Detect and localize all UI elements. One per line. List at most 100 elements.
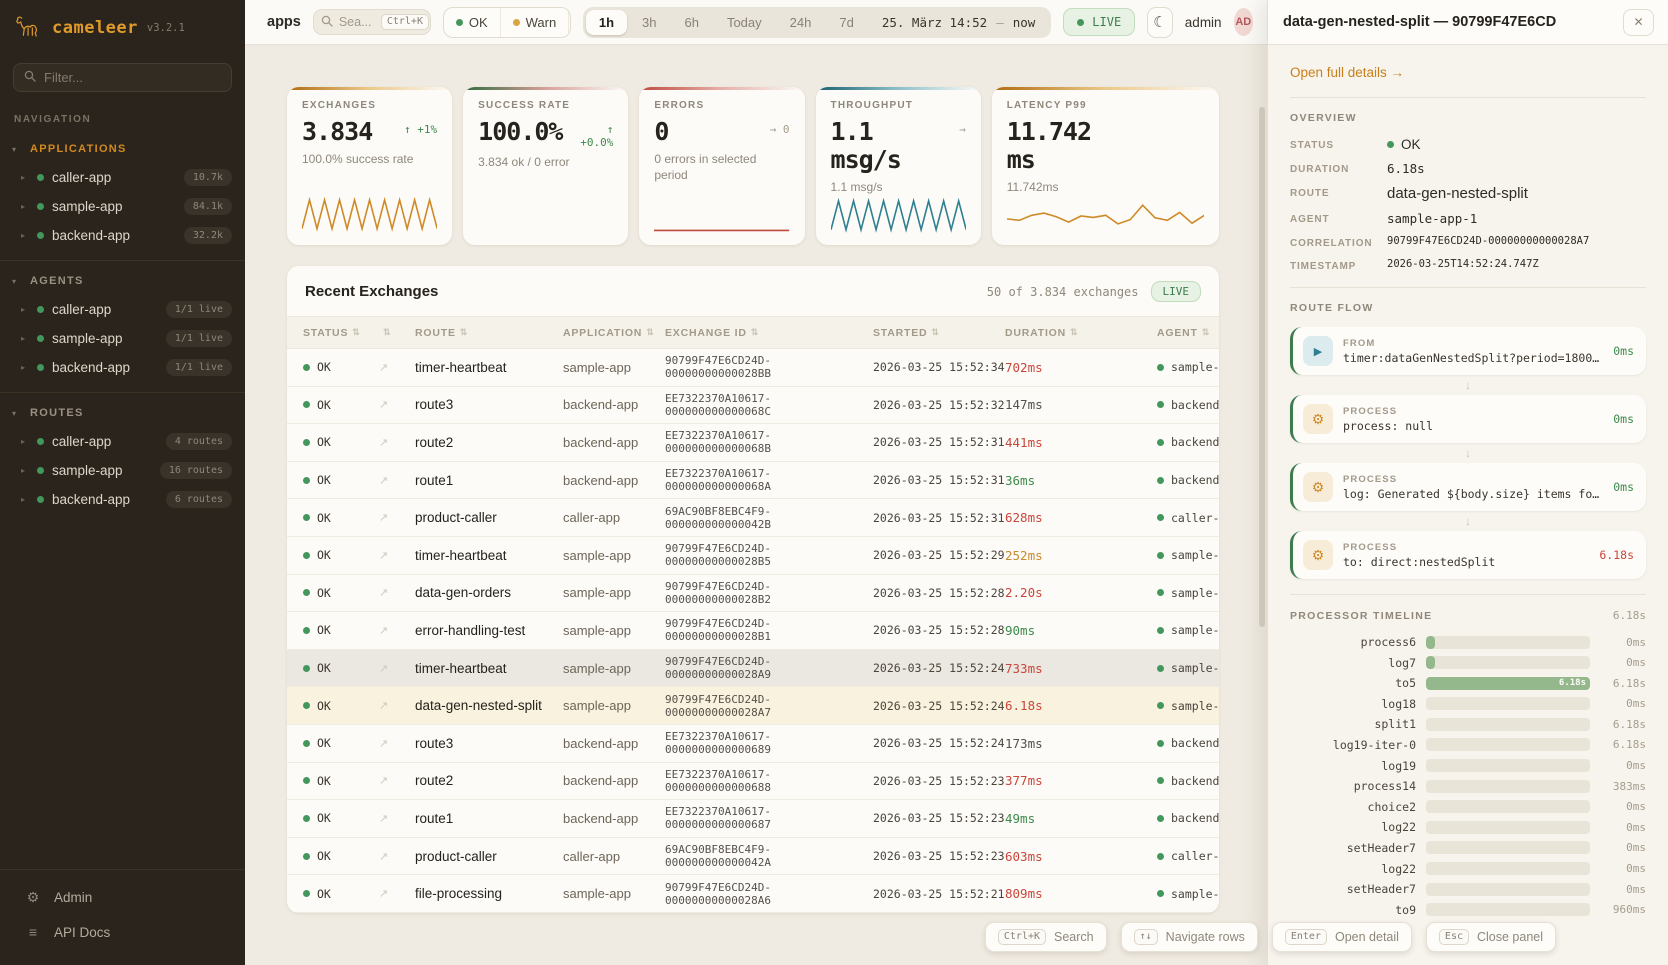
status-cell: OK	[303, 360, 379, 374]
table-row-timer-heartbeat[interactable]: OK ↗ timer-heartbeat sample-app 90799F47…	[287, 349, 1219, 387]
sidebar-item-backend-app[interactable]: ▸ backend-app 32.2k	[0, 221, 245, 250]
time-range-group: 1h 3h 6h Today 24h 7d 25. März 14:52 — n…	[582, 6, 1052, 38]
flow-step-2[interactable]: ⚙ PROCESS process: null 0ms	[1290, 395, 1646, 443]
table-row-timer-heartbeat[interactable]: OK ↗ timer-heartbeat sample-app 90799F47…	[287, 537, 1219, 575]
live-toggle[interactable]: LIVE	[1063, 8, 1136, 36]
trace-link-icon[interactable]: ↗	[379, 587, 389, 600]
trace-link-icon[interactable]: ↗	[379, 361, 389, 374]
table-row-route2[interactable]: OK ↗ route2 backend-app EE7322370A10617-…	[287, 763, 1219, 801]
trace-link-icon[interactable]: ↗	[379, 850, 389, 863]
column-header-application[interactable]: APPLICATION ⇅	[563, 326, 655, 339]
sidebar-section-applications[interactable]: ▾ APPLICATIONS	[12, 143, 127, 155]
table-row-route3[interactable]: OK ↗ route3 backend-app EE7322370A10617-…	[287, 387, 1219, 425]
theme-toggle[interactable]: ☾	[1147, 6, 1173, 38]
trace-link-icon[interactable]: ↗	[379, 775, 389, 788]
table-row-file-processing[interactable]: OK ↗ file-processing sample-app 90799F47…	[287, 875, 1219, 913]
table-row-data-gen-nested-split[interactable]: OK ↗ data-gen-nested-split sample-app 90…	[287, 687, 1219, 725]
table-row-route3[interactable]: OK ↗ route3 backend-app EE7322370A10617-…	[287, 725, 1219, 763]
range-button-6h[interactable]: 6h	[684, 14, 699, 30]
trace-link-icon[interactable]: ↗	[379, 624, 389, 637]
timeline-track	[1426, 820, 1590, 834]
table-row-product-caller[interactable]: OK ↗ product-caller caller-app 69AC90BF8…	[287, 499, 1219, 537]
sidebar-item-sample-app[interactable]: ▸ sample-app 1/1 live	[0, 324, 245, 353]
sidebar-item-caller-app[interactable]: ▸ caller-app 10.7k	[0, 163, 245, 192]
column-header-started[interactable]: STARTED ⇅	[873, 326, 940, 339]
table-row-timer-heartbeat[interactable]: OK ↗ timer-heartbeat sample-app 90799F47…	[287, 649, 1219, 688]
chevron-right-icon: ▸	[21, 363, 26, 372]
table-live-badge: LIVE	[1150, 281, 1201, 302]
agent-cell: sample-app-1	[1157, 586, 1219, 600]
moon-icon: ☾	[1153, 14, 1167, 31]
flow-step-4[interactable]: ⚙ PROCESS to: direct:nestedSplit 6.18s	[1290, 531, 1646, 579]
table-row-route1[interactable]: OK ↗ route1 backend-app EE7322370A10617-…	[287, 462, 1219, 500]
duration-cell: 603ms	[1005, 848, 1043, 864]
sidebar-item-backend-app[interactable]: ▸ backend-app 1/1 live	[0, 353, 245, 382]
sidebar-section-agents[interactable]: ▾ AGENTS	[12, 275, 84, 287]
global-search-input[interactable]	[338, 15, 375, 29]
range-button-24h[interactable]: 24h	[789, 14, 812, 30]
sidebar-filter-input[interactable]	[44, 70, 221, 85]
trace-link-icon[interactable]: ↗	[379, 512, 389, 525]
timeline-track	[1426, 862, 1590, 876]
user-name[interactable]: admin	[1184, 14, 1222, 30]
route-cell: file-processing	[415, 886, 503, 902]
column-header-status[interactable]: STATUS ⇅	[303, 326, 361, 339]
processor-name: setHeader7	[1346, 840, 1416, 855]
status-filter-e[interactable]: E	[569, 8, 570, 37]
column-header-icon[interactable]: ⇅	[379, 327, 415, 338]
sidebar-footer-api-docs[interactable]: ≡ API Docs	[0, 915, 245, 949]
main-scrollbar[interactable]	[1259, 107, 1265, 627]
trace-link-icon[interactable]: ↗	[379, 436, 389, 449]
range-button-1h[interactable]: 1h	[585, 9, 628, 35]
trace-link-icon[interactable]: ↗	[379, 700, 389, 713]
search-icon	[24, 70, 36, 85]
column-header-route[interactable]: ROUTE ⇅	[415, 326, 469, 339]
global-search[interactable]: Ctrl+K	[312, 9, 431, 35]
column-header-duration[interactable]: DURATION ⇅	[1005, 326, 1079, 339]
processor-duration: 0ms	[1626, 656, 1646, 670]
close-panel-button[interactable]: ✕	[1623, 8, 1654, 36]
sidebar-item-caller-app[interactable]: ▸ caller-app 1/1 live	[0, 295, 245, 324]
table-row-route1[interactable]: OK ↗ route1 backend-app EE7322370A10617-…	[287, 800, 1219, 838]
trace-link-icon[interactable]: ↗	[379, 737, 389, 750]
sidebar-filter[interactable]	[13, 63, 232, 92]
trace-link-icon[interactable]: ↗	[379, 662, 389, 675]
table-row-data-gen-orders[interactable]: OK ↗ data-gen-orders sample-app 90799F47…	[287, 575, 1219, 613]
tab-apps[interactable]: apps	[267, 14, 301, 30]
range-button-today[interactable]: Today	[726, 14, 762, 30]
date-range-display[interactable]: 25. März 14:52 — now	[869, 15, 1048, 30]
trace-link-icon[interactable]: ↗	[379, 474, 389, 487]
status-filter-ok[interactable]: OK	[444, 7, 501, 37]
sidebar-section-routes[interactable]: ▾ ROUTES	[12, 407, 84, 419]
agent-cell: backend-app-1	[1157, 811, 1219, 825]
column-header-exchange-id[interactable]: EXCHANGE ID ⇅	[665, 326, 760, 339]
flow-step-3[interactable]: ⚙ PROCESS log: Generated ${body.size} it…	[1290, 463, 1646, 511]
stat-card-errors: ERRORS 0 → 0 0 errors in selected period	[639, 87, 805, 245]
status-dot-icon	[37, 467, 44, 474]
column-header-agent[interactable]: AGENT ⇅	[1157, 326, 1211, 339]
sidebar-footer-admin[interactable]: ⚙ Admin	[0, 880, 245, 915]
range-button-7d[interactable]: 7d	[839, 14, 854, 30]
sidebar-item-sample-app[interactable]: ▸ sample-app 16 routes	[0, 456, 245, 485]
flow-step-1[interactable]: ▶ FROM timer:dataGenNestedSplit?period=1…	[1290, 327, 1646, 375]
sidebar-item-backend-app[interactable]: ▸ backend-app 6 routes	[0, 485, 245, 514]
table-row-product-caller[interactable]: OK ↗ product-caller caller-app 69AC90BF8…	[287, 838, 1219, 876]
trace-link-icon[interactable]: ↗	[379, 399, 389, 412]
route-cell: data-gen-nested-split	[415, 698, 542, 714]
agent-dot-icon	[1157, 589, 1164, 597]
trace-link-icon[interactable]: ↗	[379, 888, 389, 901]
sidebar-item-caller-app[interactable]: ▸ caller-app 4 routes	[0, 427, 245, 456]
table-row-route2[interactable]: OK ↗ route2 backend-app EE7322370A10617-…	[287, 424, 1219, 462]
sidebar-item-sample-app[interactable]: ▸ sample-app 84.1k	[0, 192, 245, 221]
route-cell: route3	[415, 397, 454, 413]
navigation-label: NAVIGATION	[14, 114, 92, 125]
trace-link-icon[interactable]: ↗	[379, 549, 389, 562]
table-row-error-handling-test[interactable]: OK ↗ error-handling-test sample-app 9079…	[287, 612, 1219, 650]
application-cell: backend-app	[563, 472, 639, 488]
trace-link-icon[interactable]: ↗	[379, 812, 389, 825]
agent-dot-icon	[1157, 401, 1164, 409]
open-full-details-link[interactable]: Open full details →	[1290, 65, 1405, 80]
range-button-3h[interactable]: 3h	[642, 14, 657, 30]
status-filter-warn[interactable]: Warn	[501, 7, 570, 37]
avatar[interactable]: AD	[1233, 8, 1253, 36]
